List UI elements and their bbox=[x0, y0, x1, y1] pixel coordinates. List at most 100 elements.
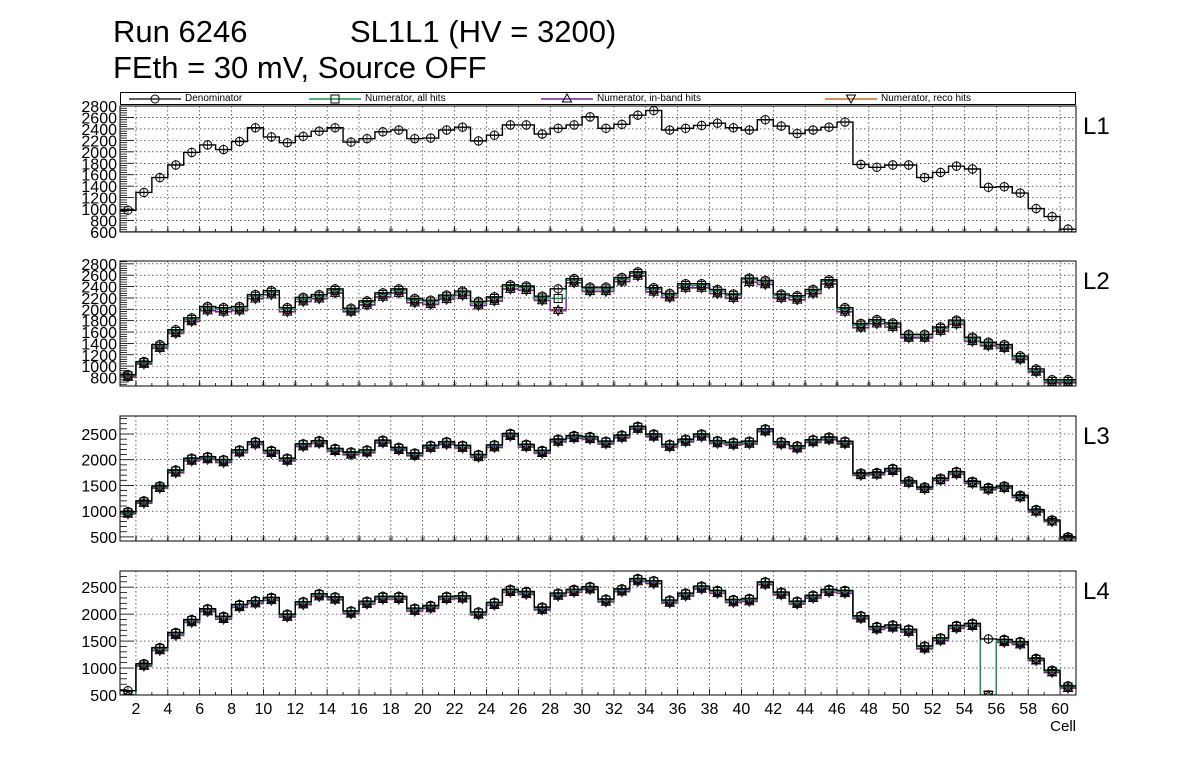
data-point bbox=[234, 447, 245, 457]
data-point bbox=[155, 481, 165, 491]
data-point bbox=[856, 318, 866, 329]
data-point bbox=[760, 115, 770, 125]
x-tick-label: 44 bbox=[803, 227, 808, 232]
x-tick-label: 26 bbox=[509, 701, 527, 718]
data-point bbox=[123, 369, 133, 380]
data-point bbox=[776, 121, 786, 131]
data-point bbox=[1031, 653, 1041, 664]
x-tick-label: 10 bbox=[255, 701, 273, 718]
data-point bbox=[393, 444, 405, 454]
data-point bbox=[234, 601, 245, 612]
x-tick-label: 24 bbox=[484, 381, 489, 386]
x-tick-label: 30 bbox=[580, 536, 585, 541]
x-axis-label: Cell bbox=[1050, 718, 1076, 735]
data-point bbox=[824, 275, 834, 285]
data-point bbox=[378, 591, 388, 602]
data-point bbox=[872, 162, 882, 172]
data-point bbox=[186, 455, 198, 465]
x-tick-label: 28 bbox=[541, 701, 559, 718]
y-tick-label: 2600 bbox=[81, 110, 117, 127]
y-tick-label: 1200 bbox=[81, 191, 117, 208]
data-point bbox=[266, 447, 277, 458]
data-point bbox=[649, 283, 659, 293]
x-tick-label: 4 bbox=[167, 381, 170, 386]
data-point bbox=[202, 453, 213, 464]
x-tick-label: 40 bbox=[739, 536, 744, 541]
data-point bbox=[218, 613, 229, 623]
data-point bbox=[856, 159, 866, 170]
data-point bbox=[520, 588, 532, 599]
data-point bbox=[552, 436, 564, 446]
data-point bbox=[983, 482, 994, 493]
data-point bbox=[935, 633, 946, 643]
x-tick-label: 36 bbox=[675, 227, 680, 232]
panel-L2: 8001000120014001600180020002200240026002… bbox=[81, 257, 1109, 388]
data-point bbox=[345, 608, 357, 618]
data-point bbox=[617, 584, 627, 594]
data-point bbox=[696, 581, 707, 591]
data-point bbox=[633, 267, 643, 277]
data-point bbox=[378, 127, 388, 137]
data-point bbox=[441, 591, 452, 602]
x-tick-label: 34 bbox=[644, 381, 649, 386]
data-point bbox=[616, 585, 628, 596]
x-tick-label: 6 bbox=[199, 227, 202, 232]
data-point bbox=[362, 445, 372, 455]
data-point bbox=[441, 437, 452, 447]
data-point bbox=[633, 421, 643, 431]
data-point bbox=[744, 436, 755, 446]
data-point bbox=[998, 636, 1010, 647]
data-point bbox=[823, 586, 835, 597]
data-point bbox=[967, 618, 978, 628]
y-tick-label: 600 bbox=[90, 225, 117, 242]
data-point bbox=[410, 293, 420, 304]
data-point bbox=[632, 423, 644, 433]
data-point bbox=[712, 435, 723, 446]
data-point bbox=[409, 450, 421, 460]
data-point bbox=[791, 442, 803, 453]
data-point bbox=[250, 289, 261, 300]
data-point bbox=[330, 592, 340, 602]
data-point bbox=[712, 437, 723, 448]
x-tick-label: 56 bbox=[994, 381, 999, 386]
data-point bbox=[155, 642, 165, 653]
data-point bbox=[728, 289, 739, 299]
x-tick-label: 20 bbox=[421, 227, 426, 232]
y-tick-label: 1800 bbox=[81, 314, 117, 331]
data-point bbox=[234, 301, 245, 312]
data-point bbox=[505, 584, 516, 595]
data-point bbox=[919, 641, 930, 651]
data-point bbox=[250, 437, 261, 447]
data-point bbox=[904, 476, 914, 486]
data-point bbox=[840, 585, 850, 596]
x-tick-label: 22 bbox=[452, 227, 457, 232]
plot-frame bbox=[119, 570, 1077, 696]
data-point bbox=[250, 123, 261, 133]
x-tick-label: 28 bbox=[548, 381, 553, 386]
data-point bbox=[919, 332, 930, 342]
data-point bbox=[536, 447, 548, 458]
data-point bbox=[919, 643, 930, 653]
x-tick-label: 58 bbox=[1026, 227, 1031, 232]
data-point bbox=[441, 438, 452, 449]
x-tick-label: 58 bbox=[1026, 536, 1031, 541]
y-tick-label: 2000 bbox=[81, 302, 117, 319]
data-point bbox=[919, 482, 930, 492]
x-tick-label: 38 bbox=[707, 381, 712, 386]
data-point bbox=[648, 431, 660, 441]
data-point bbox=[871, 623, 883, 634]
series-group bbox=[120, 421, 1076, 541]
data-point bbox=[266, 285, 277, 296]
data-point bbox=[297, 440, 309, 451]
data-point bbox=[378, 435, 388, 445]
data-point bbox=[281, 455, 293, 465]
x-tick-label: 12 bbox=[293, 536, 298, 541]
x-tick-label: 28 bbox=[548, 536, 553, 541]
y-tick-label: 2200 bbox=[81, 291, 117, 308]
data-point bbox=[282, 453, 292, 463]
x-tick-label: 40 bbox=[739, 227, 744, 232]
x-tick-label: 38 bbox=[707, 227, 712, 232]
x-tick-label: 16 bbox=[350, 701, 368, 718]
